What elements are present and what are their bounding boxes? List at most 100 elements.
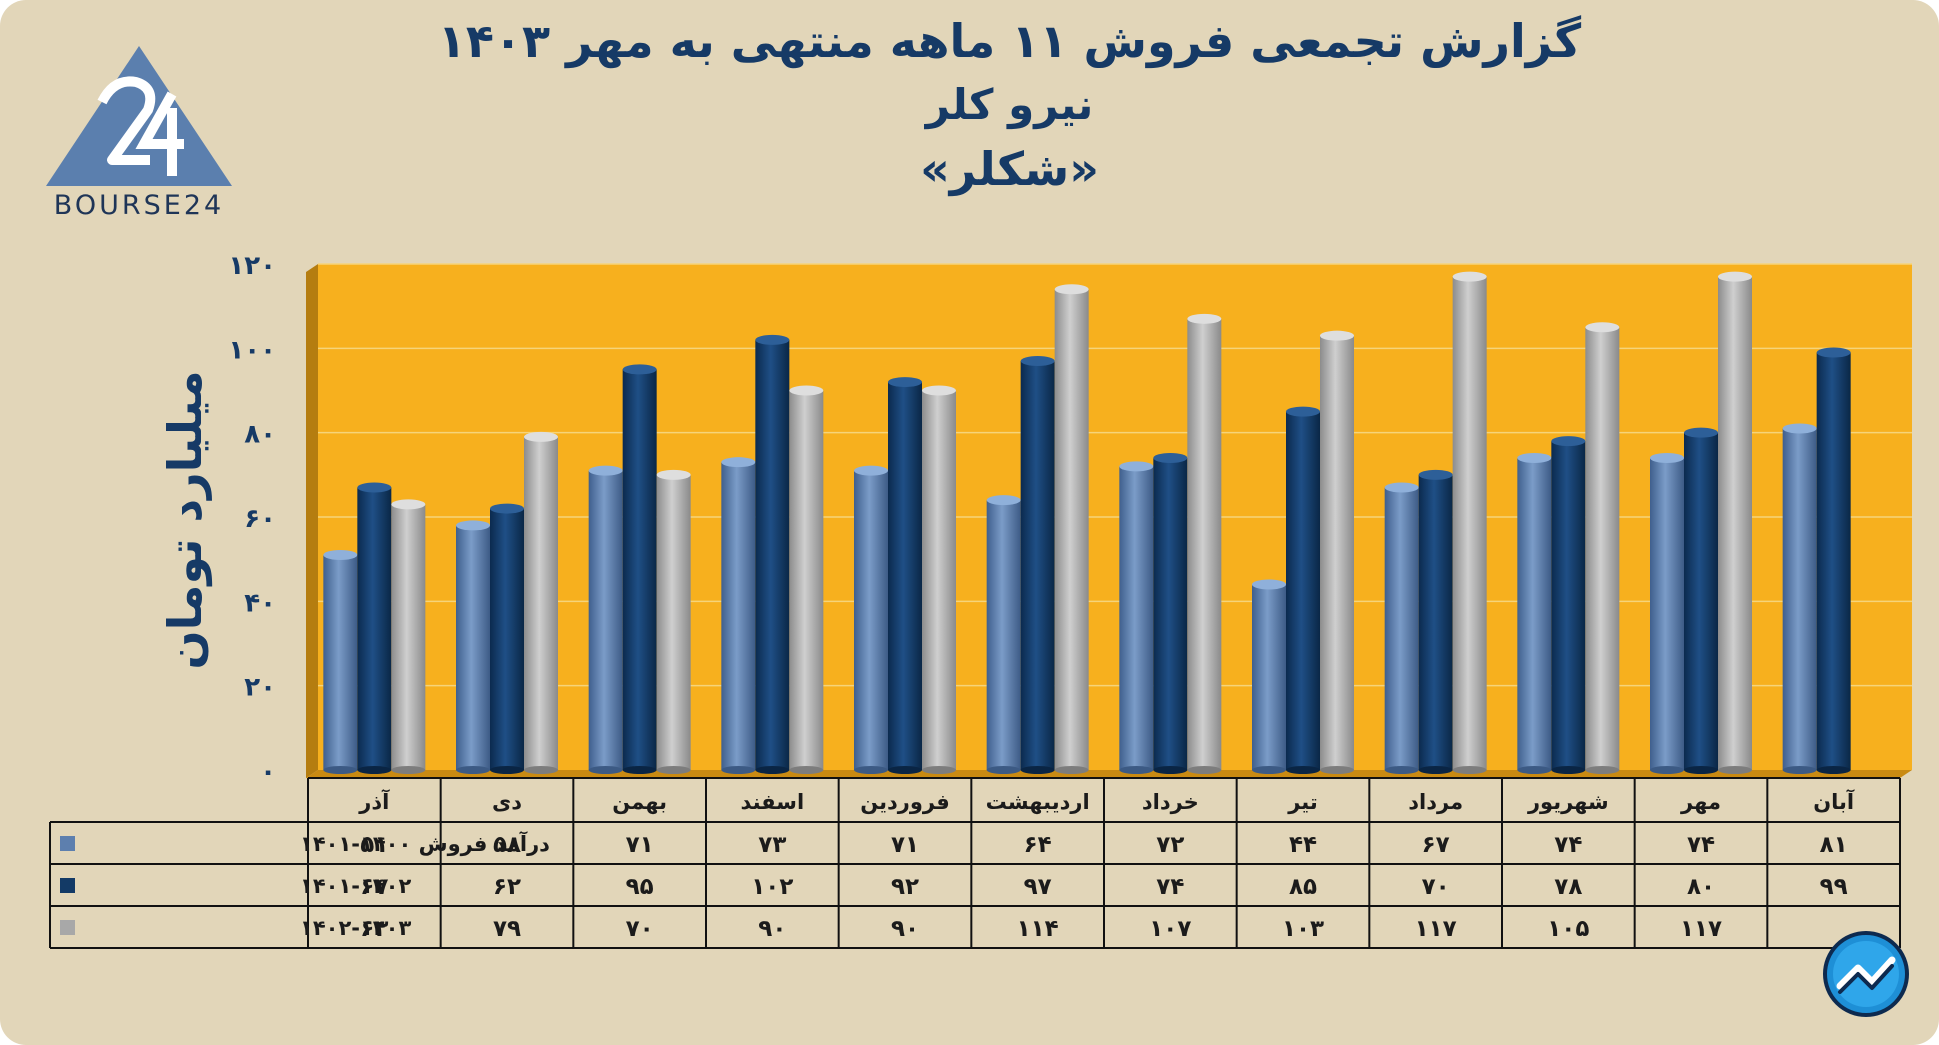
data-label: ۷۴ — [1687, 832, 1715, 858]
data-label: ۱۱۷ — [1680, 916, 1722, 942]
legend-swatch — [60, 878, 75, 893]
bar — [986, 495, 1021, 774]
data-label: ۹۲ — [891, 874, 919, 900]
bar — [789, 385, 824, 774]
data-label: ۵۱ — [360, 832, 388, 858]
data-label: ۶۷ — [360, 874, 388, 900]
bar — [588, 465, 623, 774]
data-label: ۹۹ — [1820, 874, 1848, 900]
bar — [1320, 330, 1354, 774]
x-tick-label: دی — [492, 790, 522, 814]
x-tick-label: اسفند — [740, 790, 804, 814]
bar — [721, 457, 756, 774]
plot-side-wall — [306, 264, 318, 778]
legend-entry: ۱۴۰۱-۱۴۰۲ — [300, 874, 411, 898]
data-label: ۶۴ — [1024, 832, 1052, 858]
y-tick-label: ۲۰ — [244, 673, 276, 703]
bar — [490, 503, 524, 774]
bar — [1286, 406, 1320, 774]
x-tick-label: بهمن — [612, 790, 667, 814]
bar — [1782, 423, 1817, 774]
data-label: ۱۱۷ — [1415, 916, 1457, 942]
legend-entry: ۱۴۰۲-۱۴۰۳ — [300, 916, 411, 940]
bar — [622, 364, 657, 774]
y-tick-label: ۴۰ — [244, 588, 276, 618]
data-label: ۶۳ — [360, 916, 388, 942]
x-tick-label: آذر — [358, 789, 390, 814]
bar — [1252, 579, 1286, 774]
data-label: ۱۰۵ — [1547, 916, 1589, 942]
bar — [357, 482, 392, 774]
data-label: ۷۰ — [1422, 874, 1450, 900]
x-tick-label: تیر — [1287, 790, 1318, 814]
y-tick-label: ۰ — [260, 757, 276, 787]
data-label: ۷۹ — [493, 916, 521, 942]
bar — [1650, 452, 1684, 774]
bar — [755, 334, 790, 774]
data-label: ۷۴ — [1554, 832, 1582, 858]
bar — [1585, 322, 1620, 774]
data-label: ۸۰ — [1687, 874, 1715, 900]
data-label: ۷۰ — [626, 916, 654, 942]
data-label: ۶۷ — [1422, 832, 1450, 858]
x-tick-label: اردیبهشت — [986, 790, 1090, 814]
x-tick-label: شهریور — [1527, 790, 1609, 814]
data-label: ۷۴ — [1156, 874, 1184, 900]
legend-swatch — [60, 836, 75, 851]
bar — [323, 549, 358, 774]
data-label: ۹۰ — [891, 916, 919, 942]
bar — [1517, 452, 1552, 774]
bar — [1153, 452, 1188, 774]
logo-text: BOURSE24 — [53, 190, 225, 221]
data-label: ۷۱ — [891, 832, 919, 858]
data-label: ۷۳ — [758, 832, 786, 858]
bar — [1054, 284, 1089, 774]
data-label: ۸۱ — [1820, 832, 1848, 858]
bar — [1020, 355, 1055, 774]
bar — [524, 431, 558, 774]
y-tick-label: ۱۲۰ — [228, 251, 276, 281]
x-tick-label: مرداد — [1408, 790, 1463, 814]
bar — [1384, 482, 1419, 774]
data-label: ۹۷ — [1024, 874, 1052, 900]
site-badge-icon — [1823, 931, 1909, 1017]
legend-swatch — [60, 920, 75, 935]
data-label: ۱۰۷ — [1149, 916, 1191, 942]
bar — [1418, 469, 1453, 774]
bar — [1187, 313, 1222, 774]
y-tick-label: ۸۰ — [244, 420, 276, 450]
bar — [1452, 271, 1487, 774]
data-label: ۵۸ — [493, 832, 521, 858]
x-tick-label: مهر — [1680, 790, 1721, 814]
bar — [656, 469, 691, 774]
bar — [922, 385, 956, 774]
bar — [1119, 461, 1154, 774]
x-tick-label: خرداد — [1142, 790, 1199, 814]
data-label: ۷۲ — [1156, 832, 1184, 858]
legend-entry: درآمد فروش ۱۴۰۰-۱۴۰۱ — [300, 831, 550, 856]
plot-floor — [306, 770, 1912, 778]
bar — [456, 520, 490, 774]
data-label: ۴۴ — [1289, 832, 1317, 858]
x-tick-label: فروردین — [860, 790, 950, 814]
x-tick-label: آبان — [1813, 789, 1855, 814]
y-tick-label: ۶۰ — [244, 504, 276, 534]
data-label: ۱۰۳ — [1282, 916, 1324, 942]
bar — [854, 465, 888, 774]
chart-subtitle-company: نیرو کلر — [925, 80, 1094, 129]
data-label: ۶۲ — [493, 874, 521, 900]
chart-subtitle-ticker: «شکلر» — [920, 142, 1099, 196]
bar — [391, 499, 426, 774]
bar — [888, 377, 922, 774]
bar — [1551, 436, 1586, 774]
data-label: ۷۸ — [1554, 874, 1582, 900]
chart-title: گزارش تجمعی فروش ۱۱ ماهه منتهی به مهر ۱۴… — [437, 14, 1582, 68]
bar — [1684, 427, 1718, 774]
data-label: ۹۰ — [758, 916, 786, 942]
data-label: ۱۱۴ — [1017, 916, 1059, 942]
bourse24-logo — [46, 46, 232, 186]
bar — [1718, 271, 1752, 774]
data-label: ۷۱ — [626, 832, 654, 858]
data-label: ۱۰۲ — [751, 874, 793, 900]
